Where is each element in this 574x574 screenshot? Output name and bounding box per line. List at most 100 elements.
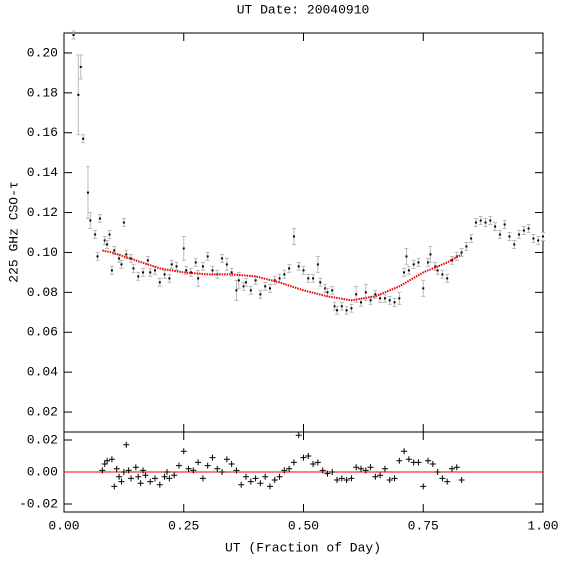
residual-point: [405, 456, 412, 463]
data-point: [388, 299, 391, 302]
data-point: [206, 255, 209, 258]
residual-point: [310, 461, 317, 467]
residual-point: [120, 469, 127, 475]
data-point: [307, 277, 310, 280]
y-tick-label: 0.12: [27, 205, 58, 220]
data-point: [364, 291, 367, 294]
data-point: [412, 263, 415, 266]
residual-point: [262, 473, 269, 480]
residual-point: [396, 457, 403, 464]
residual-point: [132, 464, 139, 471]
residual-point: [276, 473, 283, 480]
data-point: [403, 271, 406, 274]
y-tick-label: 0.00: [27, 464, 58, 479]
data-point: [292, 235, 295, 238]
residual-point: [334, 477, 341, 483]
data-point: [355, 293, 358, 296]
data-point: [434, 265, 437, 268]
data-point: [98, 217, 101, 220]
residual-point: [266, 483, 273, 490]
residual-point: [257, 480, 264, 487]
residual-point: [362, 467, 369, 474]
data-point: [79, 65, 82, 68]
residual-point: [99, 467, 106, 474]
data-point: [513, 243, 516, 246]
residual-point: [116, 473, 123, 480]
data-point: [108, 233, 111, 236]
data-point: [106, 243, 109, 246]
data-point: [221, 257, 224, 260]
data-point: [446, 277, 449, 280]
data-point: [96, 255, 99, 258]
data-point: [527, 227, 530, 230]
data-point: [417, 261, 420, 264]
data-point: [245, 281, 248, 284]
y-tick-label: 0.18: [27, 85, 58, 100]
residual-point: [137, 480, 144, 487]
data-point: [77, 93, 80, 96]
data-point: [465, 245, 468, 248]
residual-point: [140, 467, 147, 474]
data-point: [422, 287, 425, 290]
data-point: [175, 265, 178, 268]
data-point: [154, 269, 157, 272]
data-point: [436, 269, 439, 272]
y-tick-label: 0.14: [27, 165, 58, 180]
residual-point: [223, 456, 230, 463]
data-point: [537, 239, 540, 242]
data-point: [479, 219, 482, 222]
data-point: [532, 237, 535, 240]
data-point: [345, 309, 348, 312]
data-point: [494, 225, 497, 228]
data-point: [185, 269, 188, 272]
y-tick-label: 0.08: [27, 285, 58, 300]
data-point: [498, 233, 501, 236]
x-tick-label: 0.75: [408, 518, 439, 533]
residual-point: [290, 459, 297, 466]
data-point: [369, 299, 372, 302]
data-point: [94, 233, 97, 236]
data-point: [125, 253, 128, 256]
residual-point: [156, 481, 163, 488]
residual-point: [204, 462, 211, 469]
x-tick-label: 0.50: [288, 518, 319, 533]
data-point: [441, 273, 444, 276]
residual-point: [125, 467, 132, 474]
residual-point: [324, 470, 331, 477]
residual-point: [348, 475, 355, 482]
y-tick-label: 0.20: [27, 45, 58, 60]
residual-point: [243, 473, 250, 480]
residual-point: [367, 464, 374, 471]
y-tick-label: 0.04: [27, 365, 58, 380]
residual-point: [185, 465, 192, 472]
data-point: [194, 261, 197, 264]
y-tick-label: 0.02: [27, 404, 58, 419]
data-point: [350, 307, 353, 310]
data-point: [283, 273, 286, 276]
residual-point: [281, 467, 288, 474]
residual-point: [448, 465, 455, 472]
residual-point: [319, 467, 326, 474]
data-point: [118, 257, 121, 260]
data-point: [312, 277, 315, 280]
data-point: [503, 223, 506, 226]
data-point: [340, 305, 343, 308]
chart-title: UT Date: 20040910: [237, 2, 370, 17]
residual-point: [453, 464, 460, 471]
data-point: [211, 269, 214, 272]
main-panel-frame: [63, 32, 544, 433]
residual-point: [108, 456, 115, 463]
data-point: [429, 253, 432, 256]
residual-point: [343, 477, 350, 483]
residual-point: [247, 478, 254, 485]
data-point: [230, 271, 233, 274]
data-point: [122, 221, 125, 224]
data-point: [201, 265, 204, 268]
y-tick-label: 0.06: [27, 325, 58, 340]
data-point: [542, 235, 544, 238]
data-point: [264, 285, 267, 288]
data-point: [89, 219, 92, 222]
data-point: [146, 259, 149, 262]
data-point: [333, 305, 336, 308]
residual-point: [314, 459, 321, 466]
